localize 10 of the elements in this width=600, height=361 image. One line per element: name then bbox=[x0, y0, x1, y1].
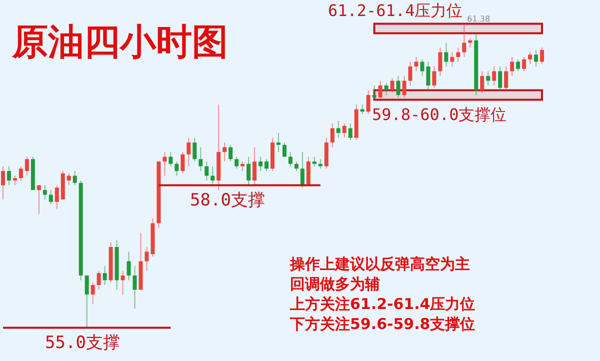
annotation: 下方关注59.6-59.8支撑位 bbox=[290, 314, 476, 334]
annotation: 回调做多为辅 bbox=[290, 274, 381, 294]
ref-line-label: 58.0支撑 bbox=[190, 190, 265, 210]
annotation: 61.38 bbox=[467, 14, 490, 24]
text: 原油四小时图 bbox=[12, 20, 228, 65]
band-label: 61.2-61.4压力位 bbox=[328, 0, 463, 20]
ref-line-label: 55.0支撑 bbox=[45, 332, 120, 353]
annotation: 操作上建议以反弹高空为主 bbox=[290, 254, 471, 274]
band-label: 59.8-60.0支撑位 bbox=[372, 104, 507, 124]
annotation: 上方关注61.2-61.4压力位 bbox=[290, 294, 476, 314]
